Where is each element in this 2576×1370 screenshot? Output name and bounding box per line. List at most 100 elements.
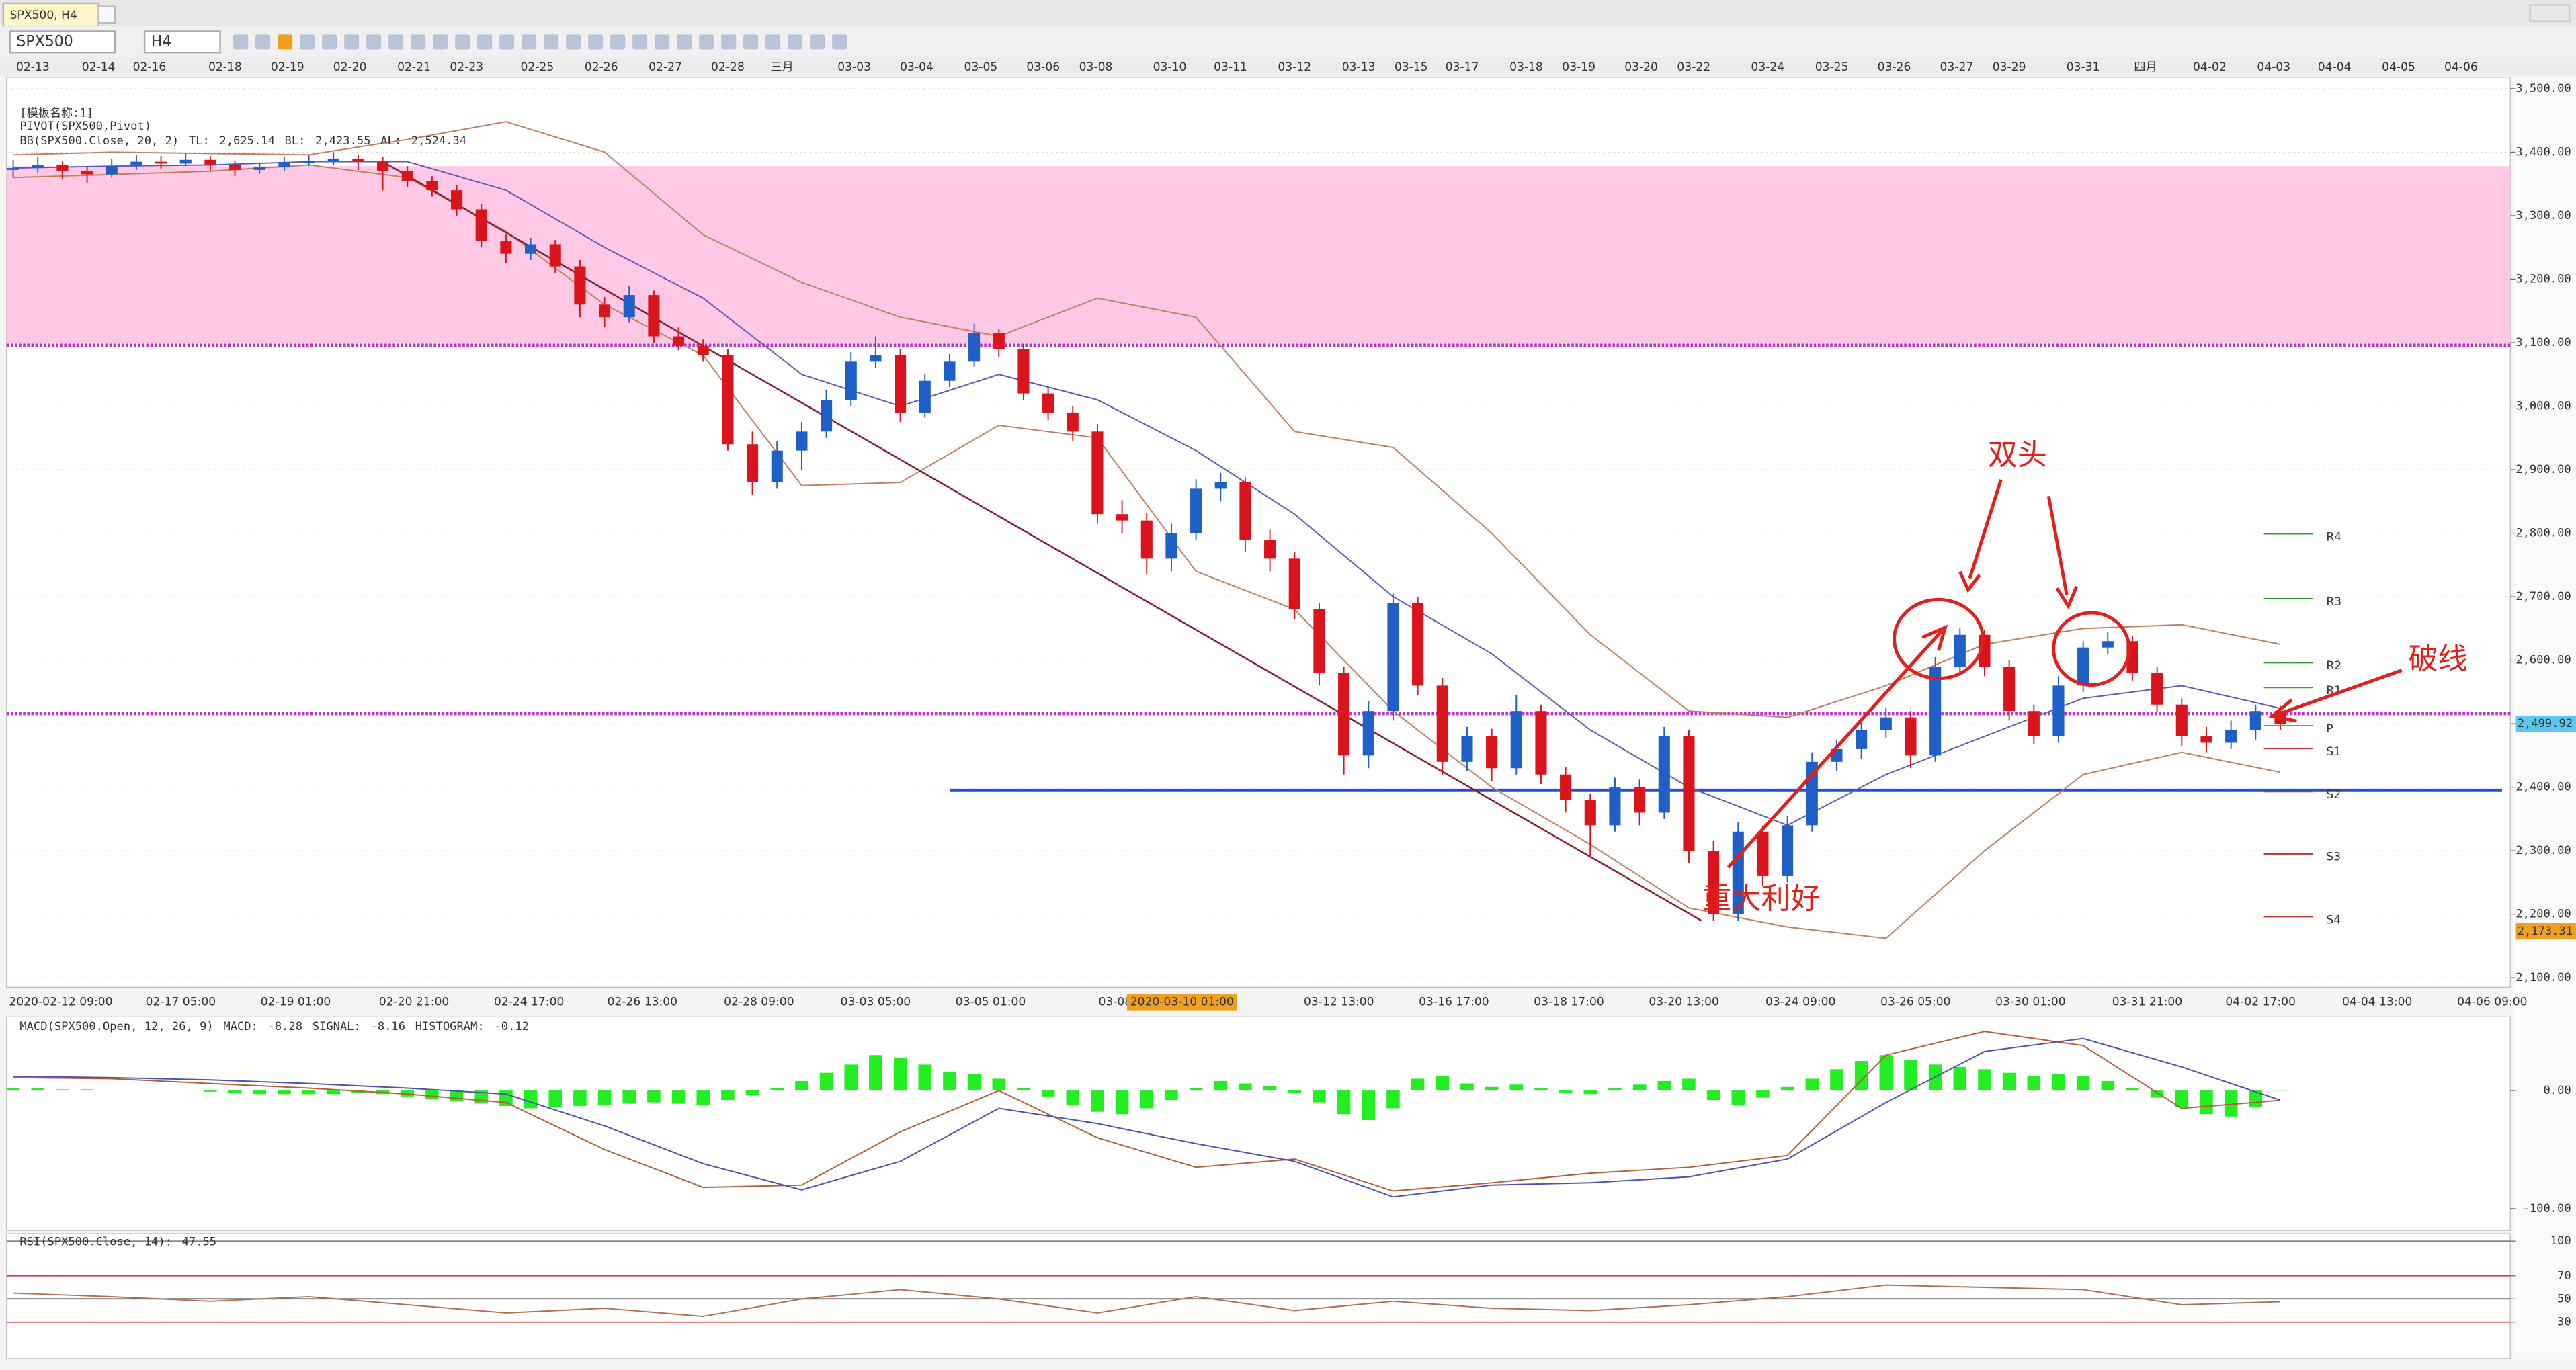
tab-title[interactable]: SPX500, H4 [10,9,77,22]
x-tick-label: 03-26 05:00 [1880,995,1950,1009]
date-label: 02-19 [271,60,304,74]
histogram-bar [819,1072,833,1091]
histogram-bar [1879,1055,1893,1091]
candle-body [2102,641,2114,648]
histogram-bar [2076,1076,2090,1091]
date-label: 02-20 [333,60,367,74]
histogram-bar [1559,1090,1573,1093]
band-line [13,121,2281,718]
candle-body [327,158,339,161]
x-tick-label: 04-06 09:00 [2457,995,2527,1009]
new-tab-button[interactable] [97,5,116,24]
histogram-bar [1337,1090,1351,1115]
timeframe-text[interactable]: H4 [151,33,172,50]
tab[interactable] [2,2,99,28]
date-label: 02-23 [450,60,483,74]
y-tick-label: 2,700.00 [2516,590,2571,603]
legend-text: SIGNAL: [313,1020,361,1033]
candle-body [278,162,290,168]
candle-body [1782,825,1794,876]
date-label: 02-14 [82,60,116,74]
candle-body [968,333,981,362]
y-tick-label: -100.00 [2523,1202,2571,1215]
price-marker-label: 2,499.92 [2518,717,2573,730]
date-label: 03-20 [1624,60,1658,74]
histogram-bar [2002,1072,2016,1091]
candle-body [1091,431,1104,515]
histogram-bar [204,1090,217,1092]
y-tick-label: 0.00 [2543,1084,2571,1097]
candle-body [401,171,413,181]
histogram-bar [1657,1080,1671,1091]
toolbar-icon [455,34,470,50]
candle-body [1683,736,1695,851]
candle-body [1214,482,1227,489]
candle-body [253,167,265,170]
histogram-bar [278,1090,291,1095]
y-tick-label: 3,300.00 [2516,209,2571,222]
toolbar-icon [743,34,759,50]
legend-text: BL: [285,134,306,148]
date-label: 02-28 [711,60,745,74]
toolbar-icon [499,34,515,50]
date-label: 03-18 [1509,60,1543,74]
candle-body [1190,488,1202,533]
timeframe-select[interactable] [143,30,221,54]
candle-body [1288,558,1300,609]
toolbar-icon [566,34,581,50]
histogram-bar [2200,1090,2213,1115]
legend-text: -8.28 [268,1020,303,1033]
histogram-bar [1509,1084,1524,1091]
toolbar-icon [810,34,825,50]
candle-body [648,295,660,337]
tab-strip [0,0,2576,27]
date-label: 03-19 [1562,60,1595,74]
histogram-bar [499,1090,513,1106]
histogram-bar [56,1089,69,1091]
y-tick-label: 100 [2550,1234,2571,1248]
legend-text: TL: [189,134,210,148]
histogram-bar [2126,1088,2139,1091]
toolbar-icon [788,34,803,50]
histogram-bar [1534,1088,1548,1091]
candle-body [1067,412,1079,432]
candle-body [2003,667,2016,712]
candle-body [574,266,586,305]
candle-body [303,161,315,163]
symbol-text[interactable]: SPX500 [16,33,73,50]
candle-body [2225,730,2237,743]
rsi-panel [6,1233,2511,1359]
histogram-bar [1682,1078,1696,1091]
window-buttons[interactable] [2529,4,2571,23]
candle-body [155,161,167,164]
pivot-label: S1 [2326,745,2341,759]
candle-body [426,180,438,191]
candle-body [56,165,69,171]
toolbar-icon [433,34,448,50]
histogram-bar [1165,1090,1178,1101]
legend-text: AL: [380,134,401,148]
annotation-arrow [2046,495,2069,595]
price-marker [2515,715,2576,732]
x-tick-label: 03-31 21:00 [2112,995,2182,1009]
indicator-line [13,1031,2281,1192]
date-label: 03-17 [1446,60,1479,74]
legend-text: -8.16 [371,1020,406,1033]
pivot-label: S4 [2326,913,2341,927]
histogram-bar [844,1064,858,1091]
x-tick-label: 03-05 01:00 [956,995,1026,1009]
toolbar-icon [344,34,360,50]
candle-body [549,244,561,267]
toolbar-icon [699,34,714,50]
histogram-bar [745,1090,759,1096]
histogram-bar [696,1090,710,1105]
date-label: 03-29 [1993,60,2026,74]
symbol-input[interactable] [9,30,116,54]
x-tick-label: 02-26 13:00 [608,995,677,1009]
histogram-bar [893,1057,907,1091]
legend-text: RSI(SPX500.Close, 14): [19,1235,172,1248]
histogram-bar [671,1090,685,1104]
date-label: 03-04 [900,60,933,74]
candle-body [2052,685,2065,737]
